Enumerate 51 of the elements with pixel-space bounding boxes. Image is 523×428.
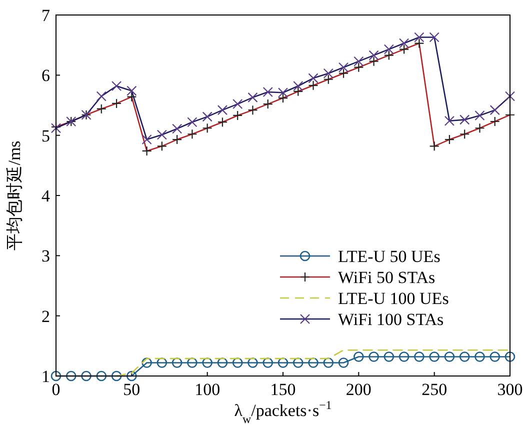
point [81,370,92,382]
point [490,352,500,362]
x-tick-label: 50 [123,380,140,399]
point [142,358,152,368]
point [187,358,198,368]
x-tick-label: 300 [497,380,523,399]
point [474,352,485,362]
point [126,370,137,382]
point [262,358,274,368]
point [111,370,122,382]
y-tick-label: 1 [42,367,50,386]
point [444,352,455,362]
point [414,352,424,362]
legend-label: LTE-U 100 UEs [338,289,449,308]
point [217,358,228,368]
point [323,358,334,368]
point [232,358,243,368]
point [384,352,394,362]
y-tick-label: 6 [42,66,50,86]
y-tick-label: 4 [42,186,50,206]
point [292,358,304,368]
point [248,358,258,368]
x-tick-label: 250 [422,380,448,399]
point [202,358,212,368]
point [308,358,318,368]
point [96,370,107,382]
point [429,352,440,362]
legend-label: LTE-U 50 UEs [338,247,440,266]
point [398,352,410,362]
point [459,352,470,362]
legend-label: WiFi 50 STAs [338,268,436,287]
point [156,358,168,368]
y-tick-label: 3 [42,246,50,266]
point [504,352,516,362]
x-tick-label: 0 [52,380,60,399]
point [278,358,288,368]
point [50,370,62,382]
point [172,358,182,368]
point [368,352,379,362]
y-tick-label: 2 [42,306,50,326]
point [354,352,364,362]
x-tick-label: 100 [194,380,220,399]
x-axis-title: λ$_{w}$/packets·s$^{−1}$ [234,398,332,426]
x-tick-label: 150 [270,380,296,399]
y-tick-label: 5 [42,126,50,146]
x-tick-label: 200 [346,380,372,399]
y-tick-label: 7 [42,6,50,25]
point [66,370,76,382]
y-axis-title: 平均包时延/ms [5,140,24,250]
legend-label: WiFi 100 STAs [338,310,444,329]
point [338,358,349,368]
